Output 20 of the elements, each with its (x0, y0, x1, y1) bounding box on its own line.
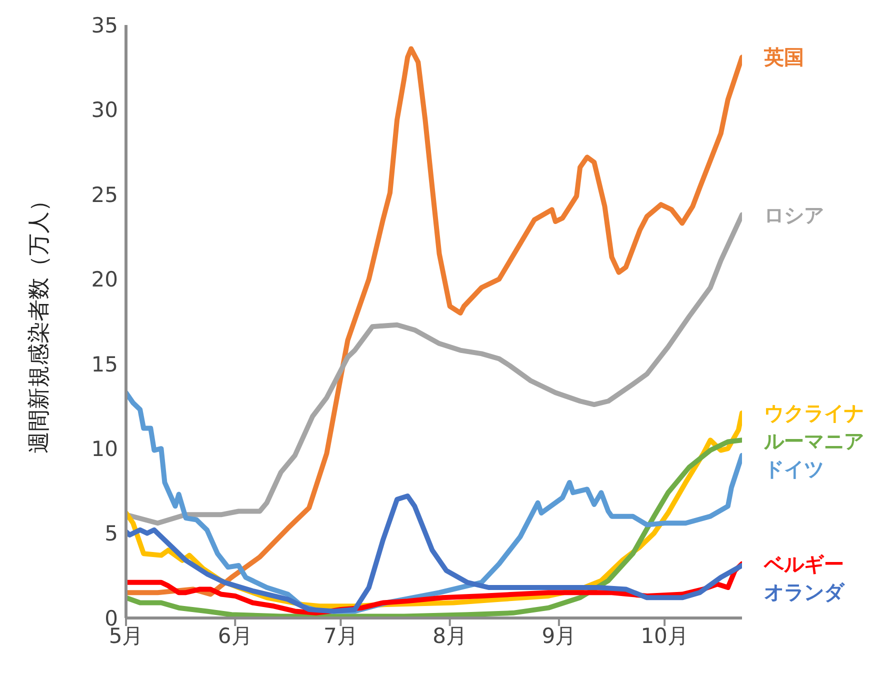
x-tick-label: 8月 (432, 624, 468, 648)
x-tick-label: 9月 (542, 624, 576, 648)
series-label: ドイツ (764, 456, 824, 482)
x-tick-label: 7月 (324, 624, 358, 648)
series-label: オランダ (764, 578, 844, 605)
y-tick-label: 15 (91, 352, 118, 376)
y-tick-label: 5 (104, 522, 118, 546)
series-label: ロシア (764, 202, 824, 228)
y-axis-title: 週間新規感染者数（万人） (27, 190, 52, 454)
y-tick-label: 20 (91, 268, 118, 292)
series-label: 英国 (764, 44, 804, 70)
series-label: ウクライナ (764, 400, 864, 426)
y-tick-label: 30 (91, 98, 118, 122)
y-tick-label: 35 (91, 13, 118, 38)
series-label: ルーマニア (764, 428, 864, 454)
x-tick-label: 6月 (218, 624, 252, 648)
y-tick-label: 25 (91, 182, 118, 207)
y-tick-label: 10 (91, 437, 118, 462)
x-tick-label: 10月 (640, 624, 688, 648)
series-label: ベルギー (764, 550, 844, 577)
